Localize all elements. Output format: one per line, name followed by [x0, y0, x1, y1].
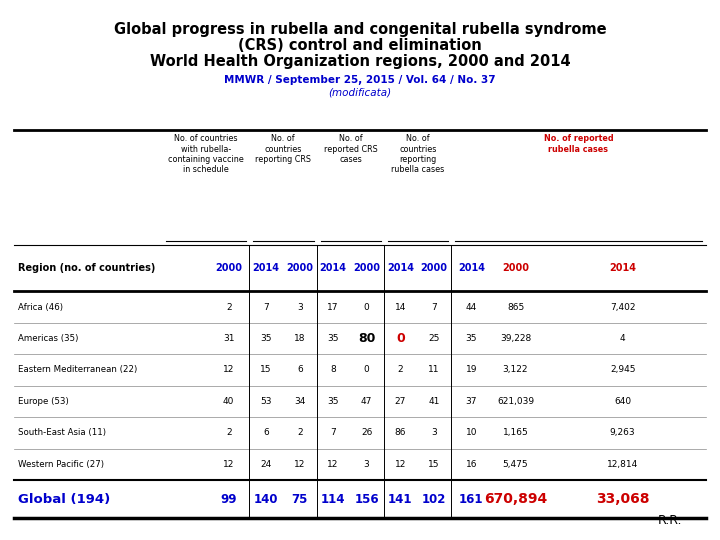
Text: 35: 35	[328, 334, 339, 343]
Text: 80: 80	[358, 332, 375, 345]
Text: 34: 34	[294, 397, 305, 406]
Text: (CRS) control and elimination: (CRS) control and elimination	[238, 38, 482, 53]
Text: 19: 19	[466, 366, 477, 374]
Text: Europe (53): Europe (53)	[18, 397, 68, 406]
Text: 24: 24	[261, 460, 271, 469]
Text: 2014: 2014	[458, 264, 485, 273]
Text: 0: 0	[396, 332, 405, 345]
Text: 41: 41	[428, 397, 440, 406]
Text: 12: 12	[328, 460, 338, 469]
Text: 2: 2	[297, 428, 302, 437]
Text: 2000: 2000	[502, 264, 529, 273]
Text: 7: 7	[263, 302, 269, 312]
Text: South-East Asia (11): South-East Asia (11)	[18, 428, 106, 437]
Text: 3: 3	[297, 302, 302, 312]
Text: 2014: 2014	[320, 264, 346, 273]
Text: 12: 12	[223, 366, 234, 374]
Text: 9,263: 9,263	[610, 428, 636, 437]
Text: World Health Organization regions, 2000 and 2014: World Health Organization regions, 2000 …	[150, 54, 570, 69]
Text: 670,894: 670,894	[484, 492, 547, 506]
Text: MMWR / September 25, 2015 / Vol. 64 / No. 37: MMWR / September 25, 2015 / Vol. 64 / No…	[224, 75, 496, 85]
Text: No. of reported
rubella cases: No. of reported rubella cases	[544, 134, 613, 153]
Text: 27: 27	[395, 397, 406, 406]
Text: 35: 35	[328, 397, 339, 406]
Text: Americas (35): Americas (35)	[18, 334, 78, 343]
Text: 621,039: 621,039	[497, 397, 534, 406]
Text: 12: 12	[395, 460, 406, 469]
Text: 31: 31	[223, 334, 235, 343]
Text: 2: 2	[397, 366, 403, 374]
Text: 156: 156	[354, 492, 379, 505]
Text: 1,165: 1,165	[503, 428, 528, 437]
Text: R.R.: R.R.	[657, 514, 682, 526]
Text: 18: 18	[294, 334, 305, 343]
Text: 3: 3	[431, 428, 437, 437]
Text: 4: 4	[620, 334, 626, 343]
Text: 3: 3	[364, 460, 369, 469]
Text: 2000: 2000	[353, 264, 380, 273]
Text: 140: 140	[253, 492, 278, 505]
Text: 15: 15	[428, 460, 440, 469]
Text: 44: 44	[466, 302, 477, 312]
Text: 102: 102	[422, 492, 446, 505]
Text: 3,122: 3,122	[503, 366, 528, 374]
Text: 33,068: 33,068	[596, 492, 649, 506]
Text: 15: 15	[260, 366, 271, 374]
Text: 35: 35	[466, 334, 477, 343]
Text: No. of
reported CRS
cases: No. of reported CRS cases	[324, 134, 377, 164]
Text: 86: 86	[395, 428, 406, 437]
Text: No. of
countries
reporting
rubella cases: No. of countries reporting rubella cases	[391, 134, 444, 174]
Text: 53: 53	[260, 397, 271, 406]
Text: 75: 75	[292, 492, 308, 505]
Text: 5,475: 5,475	[503, 460, 528, 469]
Text: 2000: 2000	[215, 264, 242, 273]
Text: 12: 12	[294, 460, 305, 469]
Text: 8: 8	[330, 366, 336, 374]
Text: 17: 17	[328, 302, 339, 312]
Text: 2000: 2000	[420, 264, 447, 273]
Text: 7: 7	[431, 302, 437, 312]
Text: 2014: 2014	[387, 264, 414, 273]
Text: 6: 6	[297, 366, 302, 374]
Text: Global (194): Global (194)	[18, 492, 110, 505]
Text: Western Pacific (27): Western Pacific (27)	[18, 460, 104, 469]
Text: No. of countries
with rubella-
containing vaccine
in schedule: No. of countries with rubella- containin…	[168, 134, 244, 174]
Text: No. of
countries
reporting CRS: No. of countries reporting CRS	[256, 134, 311, 164]
Text: 2: 2	[226, 302, 232, 312]
Text: 25: 25	[428, 334, 440, 343]
Text: 47: 47	[361, 397, 372, 406]
Text: Global progress in rubella and congenital rubella syndrome: Global progress in rubella and congenita…	[114, 22, 606, 37]
Text: 2014: 2014	[253, 264, 279, 273]
Text: 39,228: 39,228	[500, 334, 531, 343]
Text: 865: 865	[507, 302, 524, 312]
Text: 7: 7	[330, 428, 336, 437]
Text: 2014: 2014	[609, 264, 636, 273]
Text: (modificata): (modificata)	[328, 87, 392, 98]
Text: 14: 14	[395, 302, 406, 312]
Text: 161: 161	[459, 492, 484, 505]
Text: 6: 6	[263, 428, 269, 437]
Text: 37: 37	[466, 397, 477, 406]
Text: 99: 99	[220, 492, 237, 505]
Text: 12,814: 12,814	[607, 460, 639, 469]
Text: Region (no. of countries): Region (no. of countries)	[18, 264, 156, 273]
Text: 10: 10	[466, 428, 477, 437]
Text: 141: 141	[388, 492, 413, 505]
Text: 11: 11	[428, 366, 440, 374]
Text: 640: 640	[614, 397, 631, 406]
Text: 40: 40	[223, 397, 234, 406]
Text: 16: 16	[466, 460, 477, 469]
Text: 7,402: 7,402	[610, 302, 636, 312]
Text: 26: 26	[361, 428, 372, 437]
Text: 2000: 2000	[287, 264, 313, 273]
Text: 35: 35	[260, 334, 271, 343]
Text: Eastern Mediterranean (22): Eastern Mediterranean (22)	[18, 366, 137, 374]
Text: 0: 0	[364, 366, 369, 374]
Text: 2,945: 2,945	[610, 366, 636, 374]
Text: 114: 114	[321, 492, 346, 505]
Text: 2: 2	[226, 428, 232, 437]
Text: 0: 0	[364, 302, 369, 312]
Text: Africa (46): Africa (46)	[18, 302, 63, 312]
Text: 12: 12	[223, 460, 234, 469]
